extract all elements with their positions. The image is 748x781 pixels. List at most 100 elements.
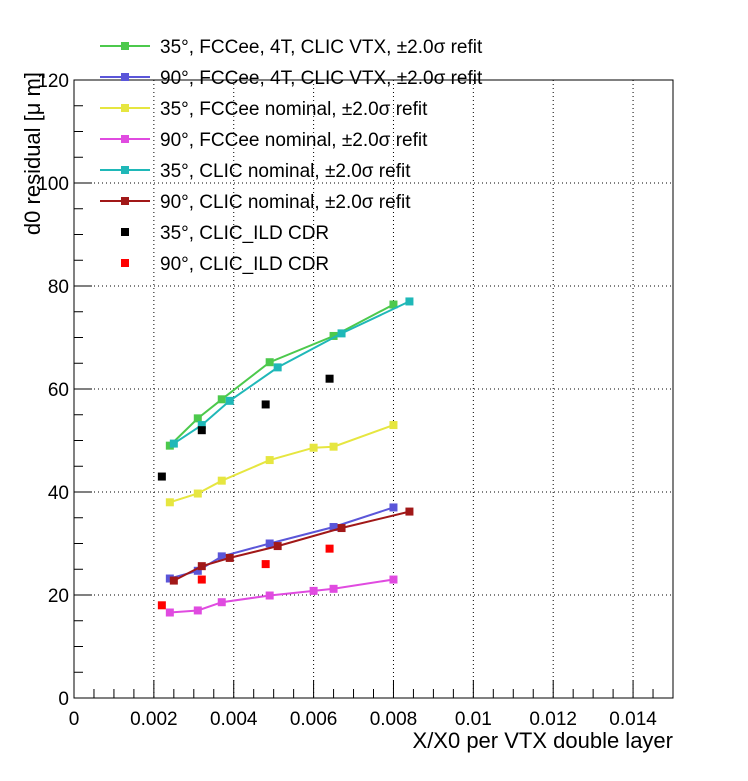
legend-marker	[121, 166, 129, 174]
data-point	[309, 443, 318, 452]
series-7	[157, 374, 334, 481]
data-point	[193, 489, 202, 498]
data-point	[389, 503, 398, 512]
data-point	[265, 539, 274, 548]
data-point	[197, 562, 206, 571]
legend-entry-7: 35°, CLIC_ILD CDR	[121, 223, 329, 244]
x-axis-title: X/X0 per VTX double layer	[413, 728, 673, 753]
data-point	[217, 395, 226, 404]
legend-label: 35°, FCCee nominal, ±2.0σ refit	[160, 99, 428, 120]
data-point	[309, 586, 318, 595]
legend-label: 90°, FCCee, 4T, CLIC VTX, ±2.0σ refit	[160, 68, 483, 89]
series-3	[165, 421, 398, 507]
y-tick-label: 40	[48, 483, 69, 504]
data-point	[389, 421, 398, 430]
legend-entry-3: 35°, FCCee nominal, ±2.0σ refit	[100, 99, 428, 120]
data-point	[193, 414, 202, 423]
data-point	[225, 396, 234, 405]
data-point	[273, 542, 282, 551]
x-tick-label: 0.008	[370, 709, 418, 730]
data-point	[265, 358, 274, 367]
data-point	[217, 552, 226, 561]
legend-label: 35°, FCCee, 4T, CLIC VTX, ±2.0σ refit	[160, 37, 483, 58]
series-line	[173, 300, 410, 445]
legend-label: 90°, CLIC_ILD CDR	[160, 254, 329, 275]
y-tick-label: 80	[48, 277, 69, 298]
legend-entry-4: 90°, FCCee nominal, ±2.0σ refit	[100, 130, 428, 151]
data-point	[337, 524, 346, 533]
legend-marker	[121, 104, 129, 112]
data-point	[405, 507, 414, 516]
legend-entry-6: 90°, CLIC nominal, ±2.0σ refit	[100, 192, 411, 213]
data-point	[265, 591, 274, 600]
data-point	[273, 363, 282, 372]
x-tick-label: 0.002	[130, 709, 178, 730]
legend-marker	[121, 73, 129, 81]
legend-label: 35°, CLIC_ILD CDR	[160, 223, 329, 244]
series-5	[169, 297, 414, 448]
data-point	[405, 297, 414, 306]
y-axis-title: d0 residual [μ m]	[20, 72, 45, 235]
y-tick-label: 120	[37, 71, 69, 92]
x-tick-label: 0.012	[529, 709, 577, 730]
series-8	[157, 544, 334, 610]
data-point	[193, 606, 202, 615]
data-point	[337, 329, 346, 338]
legend-entry-2: 90°, FCCee, 4T, CLIC VTX, ±2.0σ refit	[100, 68, 483, 89]
data-point	[389, 575, 398, 584]
x-tick-label: 0.01	[455, 709, 492, 730]
data-point	[169, 576, 178, 585]
legend-marker	[121, 135, 129, 143]
data-point	[197, 575, 206, 584]
data-point	[261, 560, 270, 569]
data-point	[329, 584, 338, 593]
legend-label: 90°, CLIC nominal, ±2.0σ refit	[160, 192, 411, 213]
data-point	[329, 331, 338, 340]
series-line	[173, 510, 410, 582]
legend-entry-8: 90°, CLIC_ILD CDR	[121, 254, 329, 275]
legend-label: 90°, FCCee nominal, ±2.0σ refit	[160, 130, 428, 151]
data-point	[265, 456, 274, 465]
legend: 35°, FCCee, 4T, CLIC VTX, ±2.0σ refit 90°…	[100, 37, 483, 275]
y-tick-label: 100	[37, 174, 69, 195]
data-point	[329, 442, 338, 451]
series-line	[169, 506, 394, 580]
x-tick-label: 0.004	[210, 709, 258, 730]
data-point	[157, 472, 166, 481]
y-tick-label: 20	[48, 586, 69, 607]
data-point	[197, 421, 206, 430]
data-point	[329, 523, 338, 532]
series-6	[169, 507, 414, 585]
x-tick-label: 0	[69, 709, 80, 730]
legend-marker	[121, 259, 129, 267]
series-4	[165, 575, 398, 617]
data-point	[165, 608, 174, 617]
legend-marker	[121, 42, 129, 50]
x-tick-label: 0.006	[290, 709, 338, 730]
data-point	[157, 601, 166, 610]
data-point	[169, 439, 178, 448]
legend-entry-5: 35°, CLIC nominal, ±2.0σ refit	[100, 161, 411, 182]
data-point	[389, 300, 398, 309]
data-point	[197, 426, 206, 435]
data-point	[325, 374, 334, 383]
data-point	[261, 400, 270, 409]
legend-entry-1: 35°, FCCee, 4T, CLIC VTX, ±2.0σ refit	[100, 37, 483, 58]
y-tick-label: 60	[48, 380, 69, 401]
data-point	[193, 566, 202, 575]
data-point	[165, 498, 174, 507]
data-point	[217, 476, 226, 485]
data-point	[325, 544, 334, 553]
data-point	[217, 598, 226, 607]
legend-marker	[121, 228, 129, 236]
axes: 0 0.002 0.004 0.006 0.008 0.01 0.012 0.014 0 20 40…	[37, 71, 674, 730]
x-tick-label: 0.014	[609, 709, 657, 730]
legend-marker	[121, 197, 129, 205]
data-point	[225, 553, 234, 562]
legend-label: 35°, CLIC nominal, ±2.0σ refit	[160, 161, 411, 182]
y-tick-label: 0	[58, 689, 69, 710]
series-layer	[157, 297, 414, 617]
